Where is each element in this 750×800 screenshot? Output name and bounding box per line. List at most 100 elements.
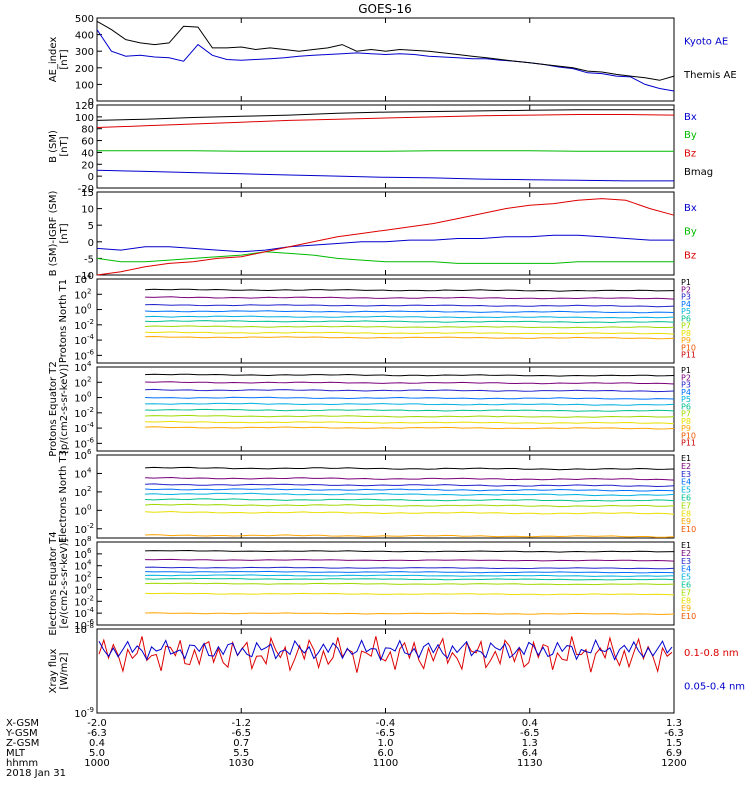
panel-frame — [96, 366, 675, 452]
y-tick-label: 500 — [75, 14, 94, 25]
ephemeris-value: 0.4 — [89, 738, 105, 749]
y-tick-label: 10 — [74, 574, 87, 585]
legend-e10: E10 — [681, 525, 696, 534]
right-label: By — [684, 227, 697, 238]
series-line-bz — [96, 114, 675, 128]
channel-trace-e1 — [145, 466, 675, 471]
ephemeris-value: -6.3 — [87, 728, 107, 739]
right-label: Bx — [684, 203, 697, 214]
y-axis-label: AE_index — [48, 37, 59, 83]
legend-e8: E8 — [681, 509, 691, 518]
y-tick-exponent: -4 — [87, 333, 95, 341]
channel-trace-e9 — [145, 534, 675, 538]
legend-p7: P7 — [681, 322, 691, 331]
legend-e1: E1 — [681, 454, 691, 463]
y-tick-label: 60 — [81, 137, 94, 148]
y-tick-label: 10 — [74, 525, 87, 536]
y-tick-exponent: -6 — [87, 436, 95, 444]
ephemeris-value: 1.5 — [666, 738, 682, 749]
y-tick-label: 10 — [74, 351, 87, 362]
channel-trace-e9 — [145, 612, 675, 615]
y-axis-label: B (SM)-IGRF (SM) — [48, 191, 59, 277]
ephemeris-table: X-GSM -2.0 -1.2 -0.4 0.4 1.3 Y-GSM -6.3 -6.5 -6.5… — [5, 718, 687, 779]
legend-e7: E7 — [681, 588, 691, 597]
legend-p6: P6 — [681, 314, 691, 323]
legend-e6: E6 — [681, 494, 691, 503]
legend-p10: P10 — [681, 431, 696, 440]
legend-p1: P1 — [681, 278, 691, 287]
y-tick-label: 10 — [74, 409, 87, 420]
y-tick-label: 10 — [74, 625, 87, 636]
y-tick-exponent: 6 — [87, 547, 92, 555]
y-tick-exponent: 0 — [87, 503, 91, 511]
y-tick-label: 10 — [74, 538, 87, 549]
channel-trace-p6 — [145, 408, 675, 412]
series-line-themis-ae — [96, 20, 675, 81]
y-tick-label: -20 — [78, 184, 94, 195]
legend-e5: E5 — [681, 486, 691, 495]
channel-trace-p6 — [145, 320, 675, 324]
channel-trace-p1 — [145, 288, 675, 292]
legend-p2: P2 — [681, 285, 691, 294]
channel-trace-e4 — [145, 570, 675, 574]
legend-p8: P8 — [681, 417, 691, 426]
ephemeris-value: 6.9 — [666, 748, 682, 759]
y-tick-exponent: -2 — [87, 522, 94, 530]
y-tick-label: 0 — [88, 238, 94, 249]
panel-frame — [96, 628, 675, 714]
ephemeris-value: 0.7 — [233, 738, 249, 749]
series-line-bz — [96, 198, 675, 276]
y-axis-label: Protons Equator T2 — [48, 361, 59, 457]
y-axis-unit-label: [nT] — [59, 223, 70, 243]
series-line-by — [97, 150, 674, 152]
y-axis-label: Electrons North T3 — [58, 450, 69, 543]
legend-p3: P3 — [681, 293, 691, 302]
ephemeris-value: -6.5 — [376, 728, 396, 739]
y-tick-label: 10 — [74, 394, 87, 405]
channel-trace-e5 — [145, 574, 675, 577]
channel-trace-e2 — [145, 476, 675, 481]
y-tick-label: 100 — [75, 113, 94, 124]
channel-trace-p5 — [145, 402, 675, 406]
y-tick-label: 40 — [81, 148, 94, 159]
ephemeris-label: X-GSM — [6, 718, 39, 729]
y-tick-label: 10 — [74, 321, 87, 332]
channel-trace-e8 — [145, 592, 675, 596]
y-tick-label: 10 — [74, 275, 87, 286]
channel-trace-p7 — [145, 325, 675, 329]
ephemeris-value: 5.5 — [233, 748, 249, 759]
ephemeris-label: Z-GSM — [6, 738, 39, 749]
y-tick-exponent: -2 — [87, 406, 94, 414]
ephemeris-value: -2.0 — [87, 718, 107, 729]
y-tick-label: 10 — [74, 506, 87, 517]
y-tick-label: -5 — [84, 254, 94, 265]
y-tick-exponent: 4 — [87, 466, 92, 474]
y-tick-label: 10 — [74, 469, 87, 480]
legend-e8: E8 — [681, 596, 691, 605]
y-tick-exponent: 8 — [87, 535, 91, 543]
channel-trace-e7 — [145, 582, 675, 586]
legend-p1: P1 — [681, 366, 691, 375]
right-label: Kyoto AE — [684, 37, 728, 48]
y-tick-exponent: 2 — [87, 375, 91, 383]
channel-trace-p9 — [145, 335, 675, 340]
ephemeris-label: Y-GSM — [5, 728, 38, 739]
y-tick-exponent: -6 — [87, 618, 95, 626]
y-tick-label: 20 — [81, 160, 94, 171]
channel-trace-p3 — [145, 303, 675, 308]
y-axis-unit-label: [W/m2] — [59, 652, 70, 689]
y-tick-exponent: 0 — [87, 391, 91, 399]
right-label: By — [684, 130, 697, 141]
ephemeris-value: 1000 — [84, 758, 109, 769]
channel-trace-p2 — [145, 381, 675, 385]
y-tick-exponent: -2 — [87, 594, 94, 602]
ephemeris-value: 1130 — [517, 758, 542, 769]
legend-p6: P6 — [681, 402, 691, 411]
y-tick-label: 0 — [88, 172, 94, 183]
